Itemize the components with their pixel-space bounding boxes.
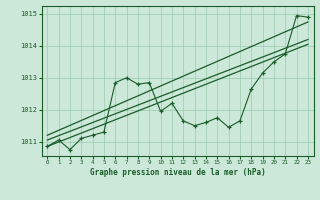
X-axis label: Graphe pression niveau de la mer (hPa): Graphe pression niveau de la mer (hPa) [90, 168, 266, 177]
